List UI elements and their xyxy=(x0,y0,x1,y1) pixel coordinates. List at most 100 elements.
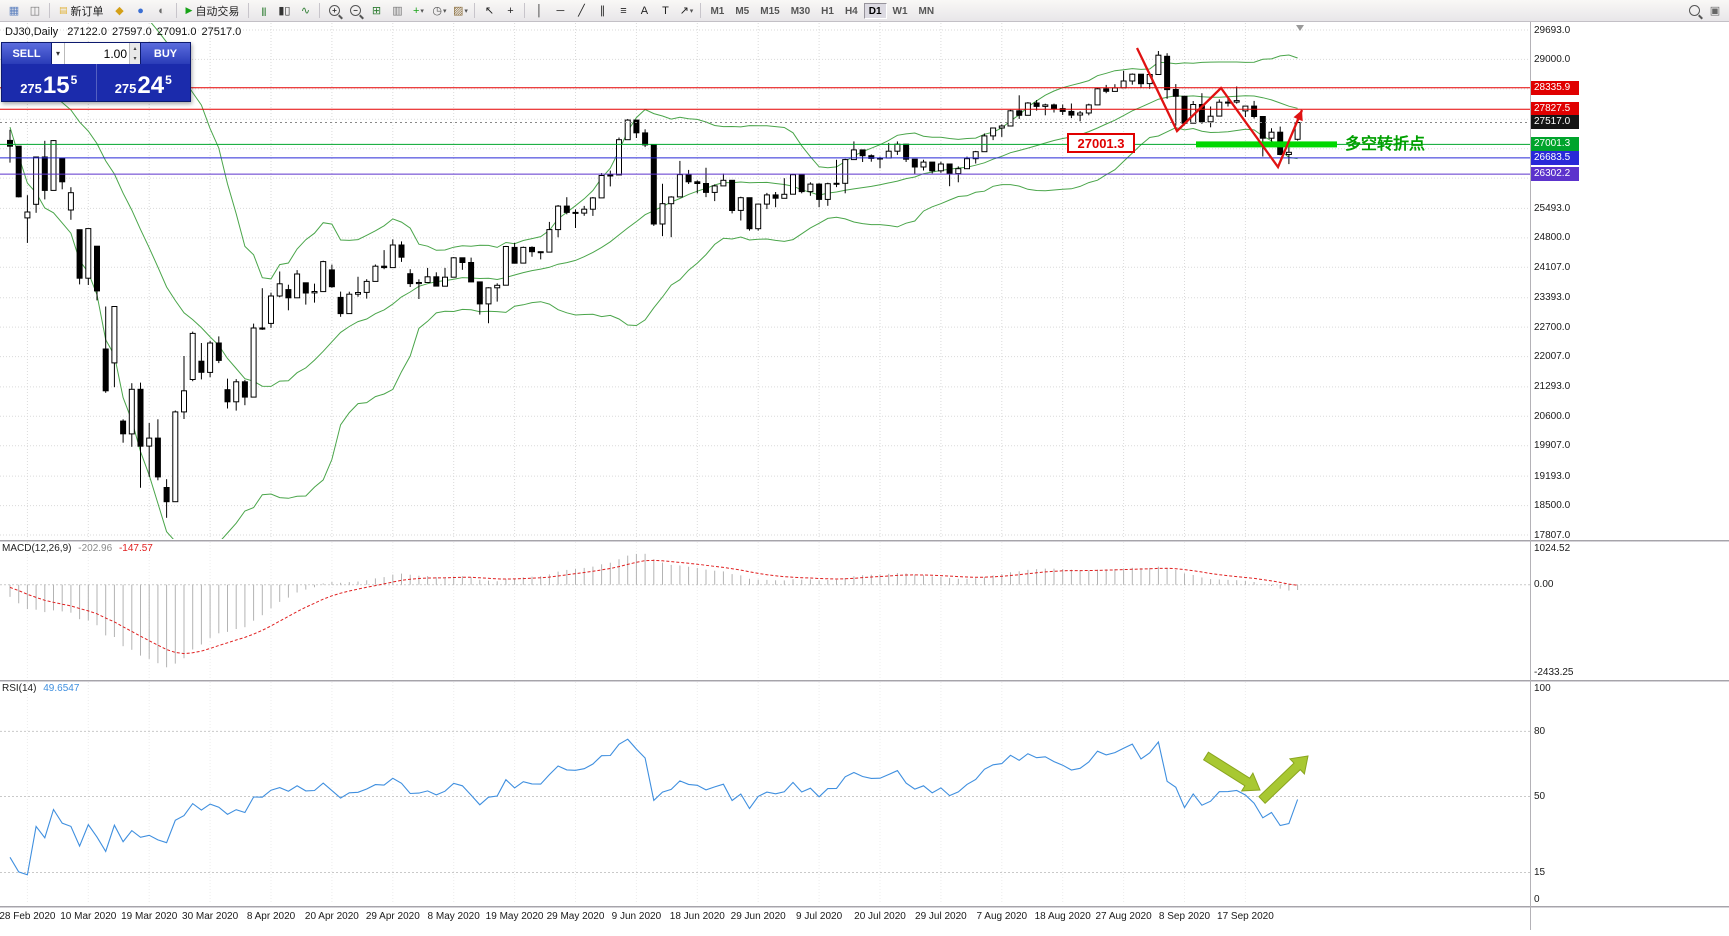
autotrading-button[interactable]: ▶ 自动交易 xyxy=(181,2,245,20)
zoom-in-icon[interactable]: + xyxy=(324,2,344,20)
text-icon[interactable]: A xyxy=(634,2,654,20)
timeframe-h4[interactable]: H4 xyxy=(844,5,858,17)
rsi-panel-separator[interactable] xyxy=(0,680,1729,682)
price-callout-box[interactable]: 27001.3 xyxy=(1067,133,1135,153)
candlestick-chart-icon[interactable]: ▮▯ xyxy=(274,2,294,20)
macd-scale-tick: 1024.52 xyxy=(1534,542,1571,554)
chart-canvas[interactable] xyxy=(0,0,1530,936)
chart-window-icon[interactable]: ▦ xyxy=(4,2,24,20)
macd-panel-separator[interactable] xyxy=(0,540,1729,542)
rsi-scale-tick: 80 xyxy=(1534,725,1546,737)
macd-panel-layer[interactable] xyxy=(0,542,1530,678)
new-order-button[interactable]: ▤ 新订单 xyxy=(54,2,109,20)
text-label-icon[interactable]: T xyxy=(655,2,675,20)
price-badge-resistance-1: 28335.9 xyxy=(1531,80,1579,95)
zoom-out-icon[interactable]: − xyxy=(345,2,365,20)
profiles-icon[interactable]: ◫ xyxy=(25,2,45,20)
turning-point-highlight[interactable] xyxy=(1196,141,1337,148)
price-scale-tick: 21293.0 xyxy=(1534,381,1571,393)
zoom-out-icon-glyph: − xyxy=(349,5,361,16)
toolbar-separator xyxy=(319,3,321,18)
price-scale-tick: 22007.0 xyxy=(1534,351,1571,363)
price-scale-tick: 18500.0 xyxy=(1534,500,1571,512)
bollinger-upper-band xyxy=(150,23,1298,280)
navigator-icon[interactable]: ● xyxy=(131,2,151,20)
terminal-icon[interactable]: ◐ xyxy=(152,2,172,20)
text-label-icon-glyph: T xyxy=(662,4,669,17)
low-value: 27091.0 xyxy=(156,26,197,38)
sell-button[interactable]: SELL xyxy=(2,43,52,64)
line-chart-icon[interactable]: ∿ xyxy=(295,2,315,20)
timeframe-d1[interactable]: D1 xyxy=(863,2,887,19)
close-value: 27517.0 xyxy=(201,26,242,38)
navigator-icon-glyph: ● xyxy=(137,4,144,17)
toolbar-separator xyxy=(524,3,526,18)
timeframe-m30[interactable]: M30 xyxy=(790,5,811,17)
rsi-scale-tick: 15 xyxy=(1534,866,1546,878)
channel-icon[interactable]: ∥ xyxy=(592,2,612,20)
search-icon-glyph xyxy=(1688,5,1700,16)
timeframe-m15[interactable]: M15 xyxy=(760,5,780,17)
indicators-icon[interactable]: + ▾ xyxy=(408,2,428,20)
price-scale-tick: 24800.0 xyxy=(1534,232,1571,244)
bar-chart-icon[interactable]: ||| xyxy=(253,2,273,20)
layout-icon[interactable]: ▣ xyxy=(1705,2,1725,20)
volume-spinner-down-icon[interactable]: ▾ xyxy=(130,53,140,64)
rsi-down-arrow[interactable] xyxy=(1202,751,1261,792)
buy-price: 275 24 5 xyxy=(95,64,191,101)
chart-ohlc-header: DJ30,Daily 27122.0 27597.0 27091.0 27517.0 xyxy=(5,26,246,38)
turning-point-text[interactable]: 多空转折点 xyxy=(1345,136,1426,153)
price-badge-support-1: 26683.5 xyxy=(1531,150,1579,165)
timeframe-w1[interactable]: W1 xyxy=(892,5,908,17)
templates-icon[interactable]: ▨ ▾ xyxy=(450,2,470,20)
candlestick-chart-icon-glyph: ▮▯ xyxy=(278,5,291,17)
macd-signal-line xyxy=(9,559,1298,655)
trend-zigzag[interactable] xyxy=(1135,47,1304,170)
timeframe-mn[interactable]: MN xyxy=(918,5,935,17)
horizontal-line-icon[interactable]: ─ xyxy=(550,2,570,20)
timeframe-m1[interactable]: M1 xyxy=(710,5,725,17)
buy-button[interactable]: BUY xyxy=(140,43,190,64)
rsi-scale-tick: 100 xyxy=(1534,682,1551,694)
horizontal-line-icon-glyph: ─ xyxy=(556,4,565,17)
auto-arrange-icon[interactable]: ▥ xyxy=(387,2,407,20)
rsi-scale-tick: 0 xyxy=(1534,894,1540,905)
trendline-icon[interactable]: ╱ xyxy=(571,2,591,20)
fibonacci-icon[interactable]: ≡ xyxy=(613,2,633,20)
chart-window-icon-glyph: ▦ xyxy=(8,5,20,17)
vertical-line-icon[interactable]: │ xyxy=(529,2,549,20)
toolbar-separator xyxy=(49,3,50,18)
search-icon[interactable] xyxy=(1684,2,1704,20)
bar-chart-icon-glyph: ||| xyxy=(261,5,266,16)
terminal-icon-glyph: ◐ xyxy=(158,4,165,17)
market-watch-icon[interactable]: ◆ xyxy=(110,2,130,20)
rsi-panel-layer[interactable] xyxy=(0,682,1530,904)
timeframe-h1[interactable]: H1 xyxy=(821,5,834,17)
volume-field: ▾ 1.00 ▴ ▾ xyxy=(52,43,140,64)
periods-icon[interactable]: ◷ ▾ xyxy=(429,2,449,20)
tile-windows-icon[interactable]: ⊞ xyxy=(366,2,386,20)
volume-spinner-up-icon[interactable]: ▴ xyxy=(130,43,140,54)
zoom-in-icon-glyph: + xyxy=(328,5,340,16)
arrows-icon-glyph: ↗ xyxy=(679,5,689,17)
rsi-line xyxy=(9,738,1299,876)
cursor-icon[interactable]: ↖ xyxy=(479,2,499,20)
crosshair-icon[interactable]: + xyxy=(500,2,520,20)
main-chart-layer[interactable] xyxy=(0,0,1530,550)
arrows-icon[interactable]: ↗ ▾ xyxy=(676,2,696,20)
channel-icon-glyph: ∥ xyxy=(599,5,606,17)
fibonacci-icon-glyph: ≡ xyxy=(620,4,627,17)
volume-input[interactable]: 1.00 xyxy=(103,46,127,61)
indicators-icon-caret: ▾ xyxy=(420,7,424,15)
rsi-indicator-label: RSI(14) 49.6547 xyxy=(2,683,80,694)
price-scale-tick: 22700.0 xyxy=(1534,321,1571,333)
price-badge-current-price: 27517.0 xyxy=(1531,115,1579,130)
symbol-period-label: DJ30,Daily xyxy=(5,26,59,38)
price-scale-tick: 25493.0 xyxy=(1534,202,1571,214)
autotrading-icon: ▶ xyxy=(185,5,193,15)
macd-scale-tick: 0.00 xyxy=(1534,579,1554,591)
volume-dropdown-caret-icon[interactable]: ▾ xyxy=(52,43,65,64)
rsi-up-arrow[interactable] xyxy=(1258,755,1309,805)
autotrading-button-label: 自动交易 xyxy=(195,5,240,18)
timeframe-m5[interactable]: M5 xyxy=(735,5,750,17)
